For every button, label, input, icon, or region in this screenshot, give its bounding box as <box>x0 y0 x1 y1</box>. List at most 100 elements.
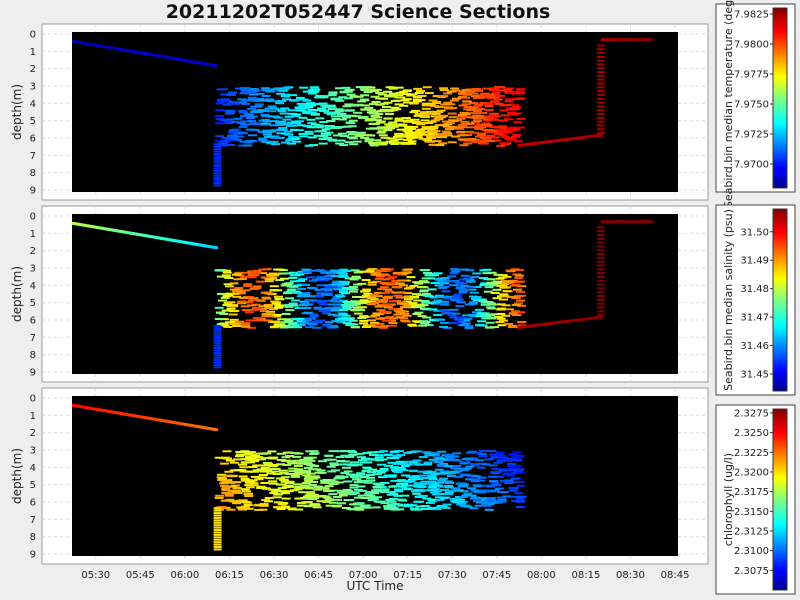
data-point <box>292 284 302 287</box>
data-point <box>382 296 392 299</box>
data-point <box>213 152 222 155</box>
data-point <box>497 490 507 493</box>
data-point <box>218 477 228 480</box>
data-point <box>459 144 469 147</box>
data-point <box>272 313 282 316</box>
data-point <box>299 86 309 89</box>
data-point <box>357 306 367 309</box>
data-point <box>377 486 387 489</box>
data-point <box>450 471 460 474</box>
data-point <box>474 308 484 311</box>
data-point <box>353 271 363 274</box>
data-point <box>271 302 281 305</box>
data-point <box>490 291 500 294</box>
data-point <box>303 311 313 314</box>
data-point <box>281 312 291 315</box>
data-point <box>389 492 399 495</box>
data-point <box>274 100 284 103</box>
data-point <box>330 275 340 278</box>
data-point <box>367 300 377 303</box>
data-point <box>498 119 508 122</box>
data-point <box>402 129 412 132</box>
data-point <box>472 311 482 314</box>
data-point <box>299 135 309 138</box>
data-point <box>463 105 473 108</box>
data-point <box>275 305 285 308</box>
data-point <box>438 136 448 139</box>
data-point <box>461 494 471 497</box>
data-point <box>411 475 421 478</box>
data-point <box>336 460 346 463</box>
data-point <box>266 275 276 278</box>
data-point <box>376 120 386 123</box>
data-point <box>233 458 243 461</box>
data-point <box>416 294 426 297</box>
data-point <box>438 463 448 466</box>
data-point <box>313 307 323 310</box>
data-point <box>344 109 354 112</box>
data-point <box>467 494 477 497</box>
data-point <box>454 467 464 470</box>
data-point <box>381 303 391 306</box>
data-point <box>428 499 438 502</box>
data-point <box>443 101 453 104</box>
data-point <box>456 498 466 501</box>
data-point <box>406 484 416 487</box>
data-point <box>359 481 369 484</box>
data-point <box>337 463 347 466</box>
data-point <box>459 490 469 493</box>
data-point <box>396 96 406 99</box>
data-point <box>412 492 422 495</box>
data-point <box>213 514 222 517</box>
data-point <box>304 299 314 302</box>
data-point <box>100 44 104 48</box>
data-point <box>291 122 301 125</box>
data-point <box>488 480 498 483</box>
data-point <box>448 280 458 283</box>
data-point <box>232 490 242 493</box>
data-point <box>244 484 254 487</box>
data-point <box>138 415 142 419</box>
data-point <box>317 269 327 272</box>
data-point <box>531 142 534 146</box>
data-point <box>303 462 313 465</box>
data-point <box>310 88 320 91</box>
data-point <box>270 300 280 303</box>
data-point <box>213 339 222 342</box>
data-point <box>143 52 147 56</box>
data-point <box>213 364 222 367</box>
data-point <box>600 133 604 137</box>
data-point <box>333 495 343 498</box>
data-point <box>510 104 520 107</box>
data-point <box>383 101 393 104</box>
data-point <box>254 464 264 467</box>
data-point <box>260 291 270 294</box>
data-point <box>244 311 254 314</box>
data-point <box>259 503 269 506</box>
data-point <box>367 499 377 502</box>
data-point <box>296 295 306 298</box>
data-point <box>415 129 425 132</box>
data-point <box>299 272 309 275</box>
data-point <box>176 421 180 425</box>
data-point <box>229 305 239 308</box>
data-point <box>328 91 338 94</box>
data-point <box>469 102 479 105</box>
data-point <box>496 459 506 462</box>
data-point <box>292 291 302 294</box>
data-point <box>324 454 334 457</box>
data-point <box>465 91 475 94</box>
data-point <box>162 419 166 423</box>
y-tick-label: 8 <box>30 350 36 361</box>
data-point <box>591 134 594 138</box>
data-point <box>596 113 605 116</box>
data-point <box>241 309 251 312</box>
data-point <box>361 326 371 329</box>
data-point <box>264 306 274 309</box>
data-point <box>213 327 222 330</box>
data-point <box>339 309 349 312</box>
data-point <box>418 133 428 136</box>
data-point <box>467 288 477 291</box>
data-point <box>545 140 548 144</box>
data-point <box>235 453 245 456</box>
